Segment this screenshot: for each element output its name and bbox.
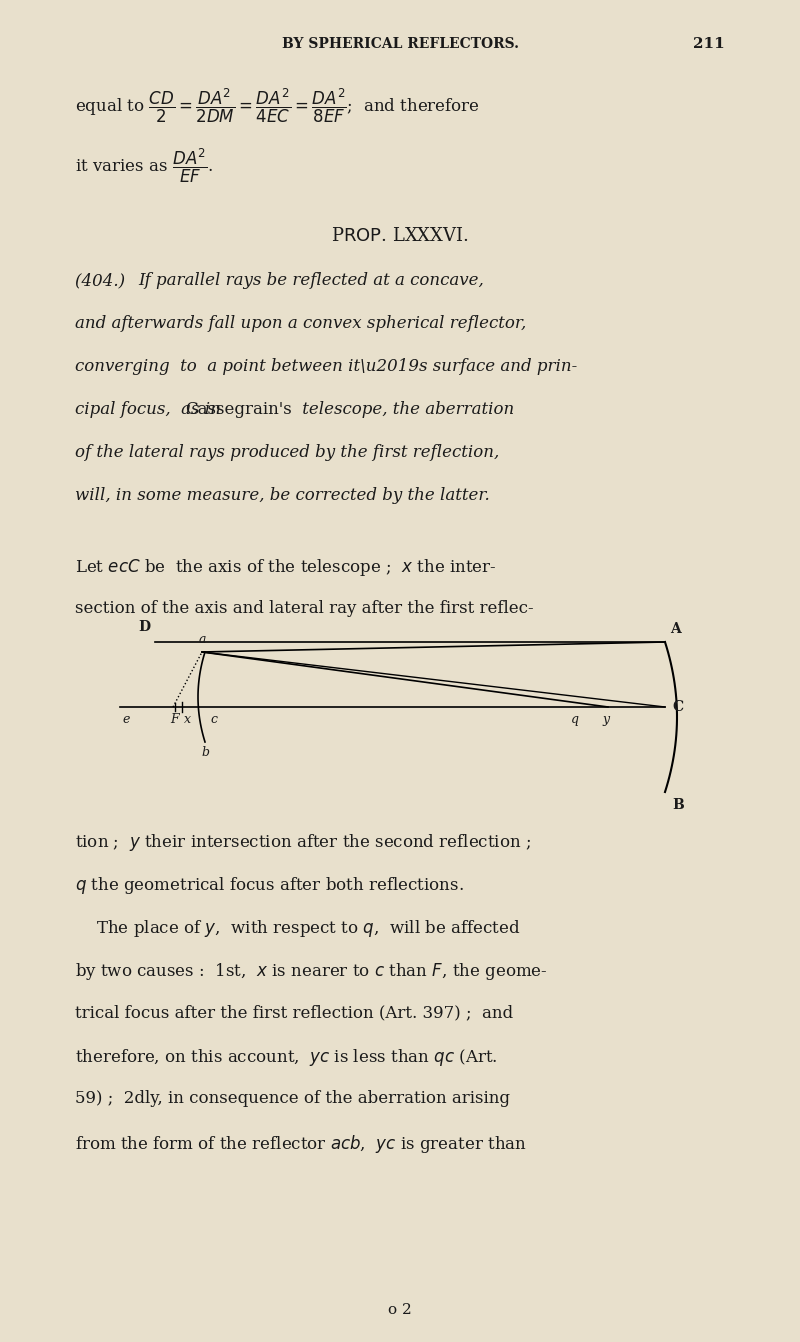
Text: c: c — [210, 713, 217, 726]
Text: (404.): (404.) — [75, 272, 130, 289]
Text: 59) ;  2dly, in consequence of the aberration arising: 59) ; 2dly, in consequence of the aberra… — [75, 1090, 510, 1107]
Text: cipal focus,  as in: cipal focus, as in — [75, 401, 226, 417]
Text: y: y — [602, 713, 609, 726]
Text: of the lateral rays produced by the first reflection,: of the lateral rays produced by the firs… — [75, 444, 499, 462]
Text: D: D — [138, 620, 150, 633]
Text: The place of $y$,  with respect to $q$,  will be affected: The place of $y$, with respect to $q$, w… — [75, 918, 521, 939]
Text: A: A — [670, 621, 681, 636]
Text: will, in some measure, be corrected by the latter.: will, in some measure, be corrected by t… — [75, 487, 490, 505]
Text: F: F — [170, 713, 179, 726]
Text: tion ;  $y$ their intersection after the second reflection ;: tion ; $y$ their intersection after the … — [75, 832, 531, 854]
Text: BY SPHERICAL REFLECTORS.: BY SPHERICAL REFLECTORS. — [282, 38, 518, 51]
Text: section of the axis and lateral ray after the first reflec-: section of the axis and lateral ray afte… — [75, 600, 534, 617]
Text: trical focus after the first reflection (Art. 397) ;  and: trical focus after the first reflection … — [75, 1004, 513, 1021]
Text: P$\mathrm{ROP}$. LXXXVI.: P$\mathrm{ROP}$. LXXXVI. — [331, 227, 469, 246]
Text: converging  to  a point between it\u2019s surface and prin-: converging to a point between it\u2019s … — [75, 358, 578, 374]
Text: telescope, the aberration: telescope, the aberration — [297, 401, 514, 417]
Text: $q$ the geometrical focus after both reflections.: $q$ the geometrical focus after both ref… — [75, 875, 464, 896]
Text: B: B — [672, 798, 684, 812]
Text: q: q — [571, 713, 579, 726]
Text: from the form of the reflector $acb$,  $yc$ is greater than: from the form of the reflector $acb$, $y… — [75, 1133, 527, 1155]
Text: a: a — [198, 633, 206, 646]
Text: and afterwards fall upon a convex spherical reflector,: and afterwards fall upon a convex spheri… — [75, 315, 526, 331]
Text: Cassegrain's: Cassegrain's — [185, 401, 292, 417]
Text: by two causes :  1st,  $x$ is nearer to $c$ than $F$, the geome-: by two causes : 1st, $x$ is nearer to $c… — [75, 961, 547, 982]
Text: Let $ecC$ be  the axis of the telescope ;  $x$ the inter-: Let $ecC$ be the axis of the telescope ;… — [75, 557, 497, 578]
Text: C: C — [672, 701, 683, 714]
Text: e: e — [122, 713, 130, 726]
Text: it varies as $\dfrac{DA^2}{EF}$.: it varies as $\dfrac{DA^2}{EF}$. — [75, 148, 214, 185]
Text: 211: 211 — [694, 38, 725, 51]
Text: x: x — [184, 713, 191, 726]
Text: therefore, on this account,  $yc$ is less than $qc$ (Art.: therefore, on this account, $yc$ is less… — [75, 1047, 498, 1068]
Text: b: b — [201, 746, 209, 760]
Text: equal to $\dfrac{CD}{2}=\dfrac{DA^2}{2DM}=\dfrac{DA^2}{4EC}=\dfrac{DA^2}{8EF}$; : equal to $\dfrac{CD}{2}=\dfrac{DA^2}{2DM… — [75, 87, 480, 125]
Text: o 2: o 2 — [388, 1303, 412, 1317]
Text: If parallel rays be reflected at a concave,: If parallel rays be reflected at a conca… — [138, 272, 484, 289]
